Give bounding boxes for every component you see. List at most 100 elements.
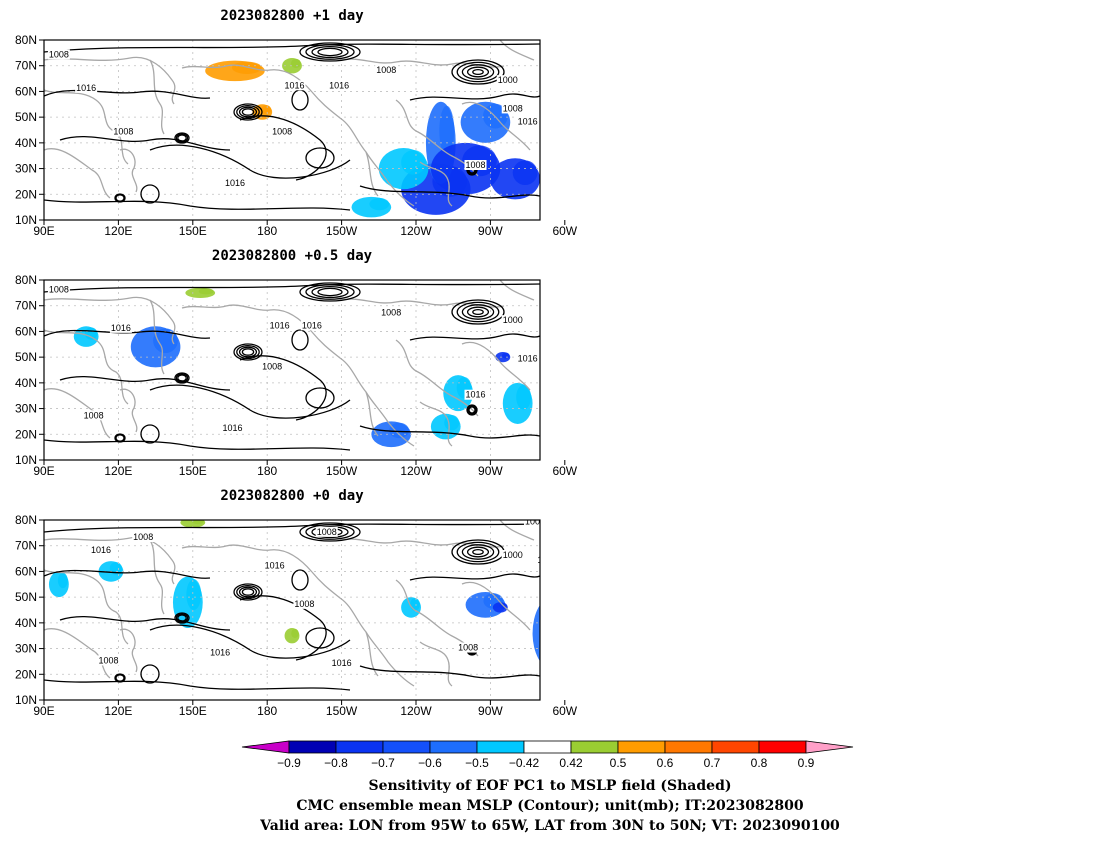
lat-tick-label: 20N: [15, 427, 37, 441]
contour-label: 1008: [466, 160, 486, 170]
lon-tick-label: 180: [257, 224, 277, 238]
isobar: [149, 384, 351, 419]
map-frame: [43, 39, 541, 221]
contour-label-bg: [82, 410, 105, 421]
contour-label-bg: [516, 353, 539, 364]
sensitivity-patch: [231, 61, 262, 74]
colorbar-label: 0.5: [610, 756, 627, 770]
isobar-ring: [472, 548, 484, 556]
isobar: [359, 425, 540, 439]
sensitivity-patch: [401, 150, 426, 175]
isobar: [44, 439, 351, 451]
lon-tick-label: 90E: [33, 224, 54, 238]
sensitivity-patch: [191, 520, 204, 525]
colorbar-label: −0.7: [371, 756, 395, 770]
isobar-ring: [451, 59, 505, 85]
colorbar-label: 0.9: [798, 756, 815, 770]
isobar-ring: [233, 103, 263, 121]
lat-tick-label: 10N: [15, 213, 37, 227]
isobar-ring: [468, 406, 476, 414]
contour-label-bg: [496, 75, 519, 86]
contour-label-bg: [109, 322, 132, 333]
isobar-ring: [236, 344, 260, 360]
contour-label-bg: [464, 160, 487, 170]
colorbar-label: −0.5: [465, 756, 489, 770]
lat-tick-label: 40N: [15, 616, 37, 630]
contour-label-bg: [75, 82, 98, 93]
lat-tick-label: 50N: [15, 110, 37, 124]
lat-tick-label: 50N: [15, 590, 37, 604]
map-area: 1008 1016 1016 1016 1008 1000 1008 1016 1008 1008…: [44, 40, 571, 220]
isobar: [359, 185, 540, 199]
contour-label-bg: [501, 103, 524, 114]
contour-label-bg: [330, 658, 353, 668]
contour-label-bg: [293, 598, 316, 609]
isobar: [59, 136, 231, 151]
caption-line-3: Valid area: LON from 95W to 65W, LAT fro…: [259, 818, 840, 834]
sensitivity-patch: [84, 327, 98, 340]
contour-label: 1016: [265, 560, 285, 570]
contour-label: 1016: [329, 80, 349, 90]
contour-label-bg: [97, 655, 120, 666]
isobar-ring: [115, 434, 125, 442]
contour-label: 1016: [302, 320, 322, 330]
contour-label-bg: [261, 361, 284, 372]
colorbar-bin: [429, 740, 478, 754]
isobar-ring: [317, 287, 343, 297]
sensitivity-patch: [516, 384, 532, 410]
isobar-ring: [175, 133, 189, 143]
colorbar-label: −0.6: [418, 756, 442, 770]
contour-label-bg: [464, 389, 487, 400]
lon-tick-label: 120W: [400, 224, 432, 238]
isobar-ring: [467, 405, 477, 415]
lat-tick-label: 70N: [15, 539, 37, 553]
isobar-ring: [472, 68, 484, 76]
isobar-ring: [238, 346, 258, 358]
isobar-ring: [174, 612, 190, 624]
isobar-ring: [472, 308, 484, 316]
sensitivity-patch: [57, 572, 68, 589]
contour-label: 1008: [503, 103, 523, 113]
isobar-ring: [466, 66, 490, 78]
contour-label: 1008: [458, 643, 478, 653]
isobar: [239, 115, 327, 181]
contour-label-bg: [375, 64, 398, 75]
sensitivity-patch: [550, 601, 570, 644]
isobar: [44, 89, 211, 99]
contour-label: 1016: [210, 648, 230, 658]
contour-label: 1008: [84, 410, 104, 420]
colorbar-label: −0.8: [324, 756, 348, 770]
sensitivity-patch: [389, 422, 410, 439]
sensitivity-patch: [109, 562, 123, 575]
contour-label: 1008: [262, 361, 282, 371]
sensitivity-patch: [291, 628, 299, 639]
sensitivity-patch: [198, 288, 214, 295]
sensitivity-patch: [564, 150, 571, 175]
colorbar-arrow-low: [241, 740, 290, 754]
isobar: [44, 283, 540, 293]
contour-label: 1008: [376, 65, 396, 75]
contour-label-bg: [315, 526, 338, 537]
contour-label-bg: [47, 49, 70, 60]
isobar-ring: [241, 348, 255, 356]
colorbar-label: 0.8: [751, 756, 768, 770]
map-frame: [43, 519, 541, 701]
contour-label: 1008: [113, 127, 133, 137]
isobar-ring: [466, 306, 490, 318]
lon-tick-label: 120E: [104, 704, 132, 718]
isobar-ring: [456, 61, 500, 83]
sensitivity-patch: [410, 598, 420, 611]
lat-tick-label: 70N: [15, 299, 37, 313]
colorbar-bin: [617, 740, 666, 754]
isobar: [239, 355, 327, 421]
lon-tick-label: 90W: [478, 704, 503, 718]
isobar-ring: [466, 404, 478, 416]
colorbar-label: 0.6: [657, 756, 674, 770]
contour-label: 1008: [49, 49, 69, 59]
isobar-ring: [114, 433, 126, 443]
lon-tick-label: 90E: [33, 464, 54, 478]
contour-label: 1016: [518, 116, 538, 126]
isobar-ring: [177, 134, 187, 142]
